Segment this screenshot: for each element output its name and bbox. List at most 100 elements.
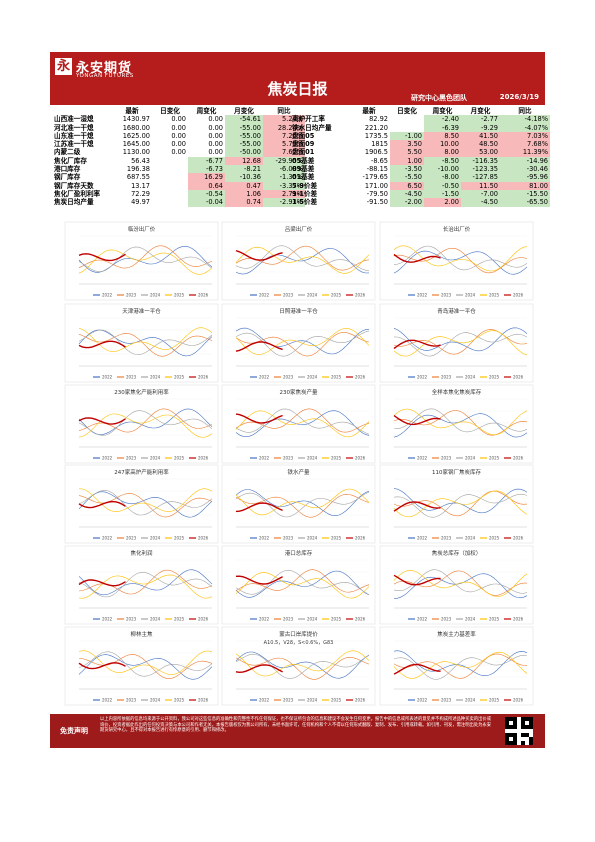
cell: 7.68% bbox=[500, 140, 550, 149]
decorative-line bbox=[235, 249, 283, 261]
cell: -2.93% bbox=[263, 198, 305, 207]
chart-frame bbox=[379, 303, 534, 383]
legend-label: 2025 bbox=[331, 375, 342, 380]
decorative-line bbox=[78, 410, 213, 436]
chart: 临汾出厂价 2022 2023 2024 2025 2026 bbox=[64, 221, 219, 301]
cell: 41.50 bbox=[461, 131, 500, 141]
cell: -6.08% bbox=[263, 165, 305, 174]
cell: 1430.97 bbox=[122, 115, 150, 124]
chart-frame bbox=[64, 464, 219, 544]
chart-title: 焦炭主力基差率 bbox=[437, 630, 476, 638]
decorative-line bbox=[235, 650, 370, 677]
cell: -127.85 bbox=[461, 173, 500, 182]
decorative-line bbox=[235, 413, 283, 424]
legend-label: 2026 bbox=[198, 617, 209, 622]
chart: 青岛港准一平仓 2022 2023 2024 2025 2026 bbox=[379, 303, 534, 383]
decorative-line bbox=[78, 327, 213, 352]
legend-label: 2022 bbox=[259, 456, 270, 461]
table-row: 焦炭日均产量 49.97 -0.04 0.74 -2.93% bbox=[52, 198, 305, 207]
cell: 687.55 bbox=[126, 173, 150, 182]
decorative-line bbox=[393, 654, 528, 680]
row-label: 高炉开工率 bbox=[292, 115, 325, 124]
legend-label: 2024 bbox=[150, 456, 161, 461]
legend-label: 2026 bbox=[198, 293, 209, 298]
legend-label: 2026 bbox=[355, 375, 366, 380]
legend-label: 2022 bbox=[417, 617, 428, 622]
decorative-line bbox=[78, 249, 213, 275]
decorative-line bbox=[235, 330, 370, 357]
chart-frame bbox=[64, 303, 219, 383]
legend-label: 2022 bbox=[102, 456, 113, 461]
spread-table: 最新 日变化 周变化 月变化 同比 高炉开工率 82.92 -2.40 -2.77 -4.18% 铁… bbox=[290, 107, 550, 207]
legend-label: 2025 bbox=[489, 293, 500, 298]
cell: -7.00 bbox=[461, 189, 500, 199]
decorative-line bbox=[78, 408, 213, 435]
cell: -10.00 bbox=[424, 165, 461, 174]
disclaimer-label: 免责声明 bbox=[60, 727, 88, 735]
decorative-line bbox=[393, 490, 528, 518]
chart-frame bbox=[64, 545, 219, 625]
legend-label: 2026 bbox=[198, 375, 209, 380]
legend-label: 2023 bbox=[441, 536, 452, 541]
table-row: 盘面09 1815 3.50 10.00 48.50 7.68% bbox=[290, 140, 550, 149]
legend-label: 2026 bbox=[355, 698, 366, 703]
legend-label: 2022 bbox=[259, 536, 270, 541]
decorative-line bbox=[235, 327, 370, 355]
decorative-line bbox=[235, 493, 370, 518]
table-row: 05基差 -8.65 1.00 -8.50 -116.35 -14.96 bbox=[290, 156, 550, 166]
decorative-line bbox=[78, 329, 213, 356]
decorative-line bbox=[393, 330, 528, 357]
legend-label: 2026 bbox=[355, 456, 366, 461]
cell: -8.50 bbox=[424, 156, 461, 166]
decorative-line bbox=[78, 245, 213, 269]
legend-label: 2025 bbox=[489, 375, 500, 380]
legend-label: 2024 bbox=[150, 375, 161, 380]
cell: 196.38 bbox=[126, 165, 150, 174]
cell: -14.96 bbox=[500, 156, 550, 166]
decorative-line bbox=[393, 415, 441, 426]
chart-frame bbox=[379, 626, 534, 706]
decorative-line bbox=[235, 656, 370, 680]
chart-title: 230家焦炭产量 bbox=[280, 388, 318, 396]
table-row: 1-5价差 -91.50 -2.00 2.00 -4.50 -65.50 bbox=[290, 198, 550, 207]
row-label: 山西准一湿熄 bbox=[54, 115, 94, 124]
decorative-line bbox=[78, 654, 213, 680]
legend-label: 2023 bbox=[283, 536, 294, 541]
decorative-line bbox=[393, 327, 528, 352]
chart: 日照港准一平仓 2022 2023 2024 2025 2026 bbox=[221, 303, 376, 383]
cell: -29.95% bbox=[263, 156, 305, 166]
legend-label: 2024 bbox=[465, 536, 476, 541]
legend-label: 2025 bbox=[174, 536, 185, 541]
decorative-line bbox=[235, 245, 370, 272]
cell: -123.35 bbox=[461, 165, 500, 174]
chart-title: 吕梁出厂价 bbox=[285, 225, 313, 233]
cell: -91.50 bbox=[366, 198, 388, 207]
decorative-line bbox=[235, 408, 370, 433]
charts: 临汾出厂价 2022 2023 2024 2025 2026 吕梁出厂价 2022 2023 20… bbox=[64, 221, 534, 706]
table-row: 钢厂库存 687.55 16.29 -10.36 -1.35% bbox=[52, 173, 305, 182]
decorative-line bbox=[78, 654, 213, 680]
cell: 8.00 bbox=[424, 148, 461, 157]
decorative-line bbox=[393, 253, 441, 263]
cell: 8.50 bbox=[424, 131, 461, 141]
cell: -2.00 bbox=[390, 198, 424, 207]
decorative-line bbox=[78, 571, 213, 598]
cell: 0.00 bbox=[171, 131, 186, 140]
header-cell: 日变化 bbox=[160, 107, 180, 115]
decorative-line bbox=[78, 340, 126, 349]
decorative-line bbox=[393, 413, 528, 438]
legend-label: 2023 bbox=[283, 293, 294, 298]
cell: 5.50 bbox=[390, 148, 424, 157]
table-row: 盘面01 1906.5 5.50 8.00 53.00 11.39% bbox=[290, 148, 550, 157]
decorative-line bbox=[235, 408, 370, 435]
decorative-line bbox=[78, 408, 213, 433]
logo: 永 永安期货 YONGAN FUTURES bbox=[50, 52, 150, 88]
cell: -179.65 bbox=[362, 173, 388, 182]
header-cell: 周变化 bbox=[196, 107, 217, 115]
legend-label: 2025 bbox=[489, 456, 500, 461]
logo-text: 永安期货 bbox=[76, 61, 133, 76]
table-row: 江苏准一干熄 1645.00 0.00 0.00 -55.00 5.79% bbox=[52, 140, 305, 149]
cell: 1130.00 bbox=[122, 148, 150, 157]
legend-label: 2023 bbox=[126, 375, 137, 380]
legend-label: 2023 bbox=[441, 617, 452, 622]
